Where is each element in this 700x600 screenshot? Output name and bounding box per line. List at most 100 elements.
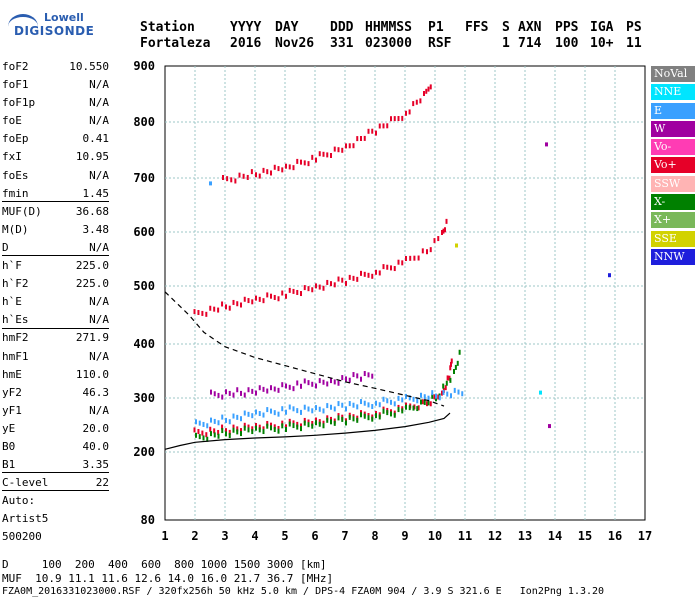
trace-o1-mark — [417, 405, 420, 411]
trace-o3-mark — [425, 88, 428, 94]
trace-e1-mark — [352, 402, 355, 408]
trace-e1-mark — [210, 417, 212, 423]
trace-w1-mark — [240, 390, 242, 396]
trace-o3-mark — [375, 130, 377, 136]
trace-x1-mark — [213, 432, 216, 438]
trace-x1-mark — [416, 406, 419, 412]
trace-o1-mark — [281, 420, 284, 426]
x-tick-label: 7 — [341, 529, 348, 543]
dashed-curve — [164, 291, 445, 407]
param-label: Auto: — [2, 494, 36, 508]
param-value: N/A — [89, 96, 109, 110]
trace-o3-mark — [397, 116, 400, 121]
logo-arc-icon — [8, 14, 38, 39]
trace-o2-mark — [367, 272, 370, 278]
trace-e1-mark — [198, 420, 201, 426]
trace-w1-mark — [281, 382, 284, 388]
trace-o3-mark — [415, 99, 418, 105]
trace-o2-mark — [433, 238, 436, 244]
trace-o3-mark — [356, 136, 359, 142]
trace-o3-mark — [405, 110, 407, 116]
param-label: fmin — [2, 186, 29, 200]
trace-o1-mark — [449, 365, 452, 371]
trace-o1-mark — [221, 424, 224, 430]
trace-o2-mark — [201, 310, 204, 316]
trace-x1-mark — [401, 408, 404, 414]
trace-o1-mark — [450, 361, 452, 367]
trace-o1-mark — [300, 423, 302, 429]
trace-o3-mark — [341, 147, 344, 153]
trace-o3-mark — [311, 154, 314, 160]
trace-e1-mark — [326, 403, 329, 409]
trace-e1-mark — [341, 402, 344, 408]
trace-x1-mark — [202, 435, 205, 441]
trace-e1-mark — [273, 410, 276, 416]
trace-o2-mark — [326, 279, 329, 285]
x-tick-label: 10 — [428, 529, 442, 543]
param-row: hmF2 271.9 — [2, 329, 109, 347]
trace-o2-mark — [337, 276, 340, 282]
param-label: h`F2 — [2, 277, 29, 291]
trace-e1-mark — [408, 395, 411, 401]
trace-o1-mark — [441, 390, 443, 396]
trace-x1-mark — [408, 405, 411, 411]
param-row: 500200 — [2, 528, 109, 546]
trace-o1-mark — [444, 385, 447, 391]
trace-x1-mark — [322, 423, 325, 429]
trace-o2-mark — [277, 296, 280, 302]
param-value: N/A — [89, 313, 109, 327]
trace-w1-mark — [296, 380, 299, 386]
trace-o1-mark — [285, 424, 287, 430]
trace-x1-mark — [210, 431, 212, 437]
trace-x1-mark — [232, 427, 235, 433]
trace-x1-mark — [236, 429, 239, 435]
param-label: hmF2 — [2, 331, 29, 345]
trace-o2-mark — [318, 284, 321, 290]
trace-w1-mark — [307, 380, 310, 386]
trace-w1-mark — [348, 377, 351, 383]
trace-e1-mark — [390, 399, 392, 405]
trace-x1-mark — [393, 412, 396, 418]
trace-o2-mark — [341, 277, 344, 283]
trace-x1-mark — [307, 422, 310, 428]
trace-e1-mark — [288, 404, 291, 410]
header-pps-label: PPS — [555, 20, 579, 35]
y-tick-label: 200 — [133, 445, 155, 459]
trace-o1-mark — [437, 394, 440, 400]
y-tick-label: 700 — [133, 171, 155, 185]
trace-x1-mark — [345, 420, 347, 426]
trace-o3-mark — [250, 169, 253, 175]
trace-o2-mark — [225, 304, 227, 310]
trace-o3-mark — [322, 151, 325, 157]
trace-o1-mark — [228, 429, 231, 435]
param-label: fxI — [2, 150, 22, 164]
trace-e1-mark — [461, 391, 464, 397]
trace-x1-mark — [412, 405, 415, 411]
header-pps-value: 100 — [555, 36, 579, 51]
trace-o3-mark — [296, 158, 299, 164]
param-label: yE — [2, 421, 16, 435]
trace-o1-mark — [232, 424, 235, 430]
trace-e1-mark — [446, 391, 449, 397]
trace-x1-mark — [449, 377, 452, 383]
trace-e1-mark — [367, 402, 370, 408]
trace-x1-mark — [303, 420, 306, 426]
trace-o1-mark — [446, 375, 449, 381]
trace-o2-mark — [221, 301, 224, 307]
trace-x1-mark — [292, 423, 295, 429]
trace-o3-mark — [222, 175, 224, 180]
trace-w1-mark — [371, 373, 374, 379]
trace-o3-mark — [318, 151, 321, 157]
x-tick-label: 16 — [608, 529, 622, 543]
param-row: foEp 0.41 — [2, 130, 109, 148]
header-ffs-label: FFS — [465, 20, 489, 35]
param-row: fxI 10.95 — [2, 148, 109, 166]
trace-w1-mark — [311, 381, 314, 387]
trace-o3-mark — [266, 169, 269, 175]
trace-w1-mark — [322, 379, 325, 385]
param-row: yE 20.0 — [2, 420, 109, 438]
trace-o3-mark — [246, 174, 249, 180]
trace-o2-mark — [409, 255, 412, 261]
trace-o1-mark — [273, 424, 276, 430]
trace-e1-mark — [281, 406, 284, 412]
